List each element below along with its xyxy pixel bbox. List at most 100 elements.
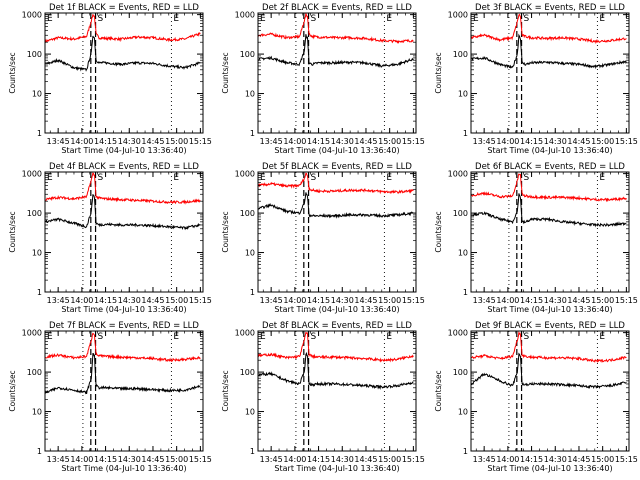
ytick-label: 1: [37, 447, 42, 456]
xtick-label: 15:15: [189, 137, 212, 146]
ytick-label: 10: [32, 90, 42, 99]
y-axis-label: Counts/sec: [434, 52, 443, 93]
plot-frame: [470, 330, 630, 452]
ytick-label: 10: [458, 408, 468, 417]
panel-title: Det 3f BLACK = Events, RED = LLD: [475, 3, 625, 13]
marker-letter: E: [386, 332, 392, 342]
xtick-label: 15:00: [378, 296, 401, 305]
y-axis-label: Counts/sec: [221, 211, 230, 252]
xtick-label: 14:45: [141, 455, 164, 464]
ytick-label: 100: [453, 50, 468, 59]
ytick-label: 1000: [235, 11, 255, 20]
panel-title: Det 9f BLACK = Events, RED = LLD: [475, 321, 625, 331]
marker-letter: S: [98, 14, 104, 24]
xtick-label: 14:00: [70, 296, 93, 305]
marker-letter: S: [311, 173, 317, 183]
xtick-label: 14:30: [118, 137, 141, 146]
marker-letter: E: [599, 332, 605, 342]
marker-letter: S: [311, 14, 317, 24]
xtick-label: 15:15: [615, 296, 638, 305]
marker-letter: S: [98, 332, 104, 342]
marker-letter: E: [173, 14, 179, 24]
xtick-label: 15:00: [591, 296, 614, 305]
marker-letter: E: [599, 173, 605, 183]
xtick-label: 14:15: [520, 137, 543, 146]
ytick-label: 100: [240, 368, 255, 377]
marker-letter: E: [47, 332, 53, 342]
marker-letter: S: [311, 332, 317, 342]
plot-frame: [257, 171, 417, 293]
ytick-label: 1: [463, 129, 468, 138]
xtick-label: 13:45: [260, 296, 283, 305]
marker-letter: S: [524, 14, 530, 24]
marker-letter: S: [98, 173, 104, 183]
x-axis-label: Start Time (04-Jul-10 13:36:40): [274, 464, 399, 473]
y-axis-label: Counts/sec: [8, 52, 17, 93]
xtick-label: 14:00: [283, 137, 306, 146]
series-line-events: [471, 33, 627, 70]
series-line-events: [45, 353, 201, 395]
series-line-events: [258, 351, 414, 390]
x-axis-label: Start Time (04-Jul-10 13:36:40): [487, 305, 612, 314]
xtick-label: 15:15: [615, 137, 638, 146]
marker-letter: E: [173, 173, 179, 183]
xtick-label: 14:30: [544, 296, 567, 305]
xtick-label: 14:45: [141, 137, 164, 146]
xtick-label: 13:45: [473, 455, 496, 464]
xtick-label: 14:00: [70, 137, 93, 146]
ytick-label: 10: [245, 408, 255, 417]
ytick-label: 1: [250, 288, 255, 297]
marker-letter: E: [473, 14, 479, 24]
marker-letter: E: [260, 14, 266, 24]
xtick-label: 14:15: [520, 296, 543, 305]
ytick-label: 100: [453, 209, 468, 218]
xtick-label: 14:45: [567, 296, 590, 305]
xtick-label: 14:15: [307, 296, 330, 305]
plot-frame: [44, 12, 204, 134]
ytick-label: 1000: [448, 11, 468, 20]
y-axis-label: Counts/sec: [221, 52, 230, 93]
xtick-label: 13:45: [473, 296, 496, 305]
marker-letter: E: [260, 173, 266, 183]
ytick-label: 1: [37, 288, 42, 297]
xtick-label: 14:45: [567, 137, 590, 146]
xtick-label: 14:15: [94, 296, 117, 305]
series-line-events: [471, 352, 627, 390]
series-line-lld: [45, 332, 201, 363]
xtick-label: 15:00: [165, 296, 188, 305]
xtick-label: 14:00: [496, 137, 519, 146]
xtick-label: 13:45: [47, 296, 70, 305]
panel-title: Det 4f BLACK = Events, RED = LLD: [49, 162, 199, 172]
series-line-lld: [258, 331, 414, 363]
xtick-label: 13:45: [260, 455, 283, 464]
plot-frame: [44, 330, 204, 452]
y-axis-label: Counts/sec: [434, 370, 443, 411]
ytick-label: 10: [458, 249, 468, 258]
marker-letter: E: [473, 332, 479, 342]
ytick-label: 1000: [448, 329, 468, 338]
xtick-label: 14:15: [94, 455, 117, 464]
ytick-label: 100: [27, 50, 42, 59]
xtick-label: 15:00: [165, 455, 188, 464]
xtick-label: 15:00: [591, 455, 614, 464]
ytick-label: 100: [27, 368, 42, 377]
plot-frame: [470, 171, 630, 293]
panel-title: Det 7f BLACK = Events, RED = LLD: [49, 321, 199, 331]
xtick-label: 14:15: [94, 137, 117, 146]
ytick-label: 1: [463, 288, 468, 297]
ytick-label: 1: [463, 447, 468, 456]
ytick-label: 1000: [235, 329, 255, 338]
marker-letter: E: [386, 14, 392, 24]
xtick-label: 13:45: [47, 137, 70, 146]
y-axis-label: Counts/sec: [8, 211, 17, 252]
xtick-label: 14:00: [70, 455, 93, 464]
ytick-label: 1000: [22, 170, 42, 179]
series-line-events: [258, 192, 414, 219]
xtick-label: 14:45: [567, 455, 590, 464]
